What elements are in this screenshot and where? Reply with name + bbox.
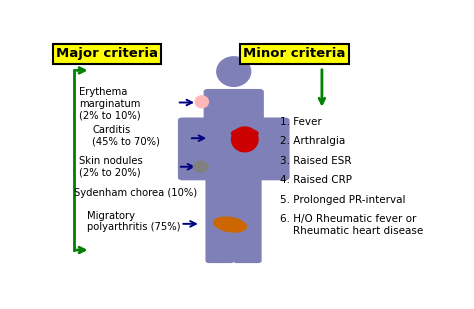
Ellipse shape <box>231 126 259 152</box>
Text: Sydenham chorea (10%): Sydenham chorea (10%) <box>74 188 197 198</box>
FancyBboxPatch shape <box>205 170 234 263</box>
Text: 5. Prolonged PR-interval: 5. Prolonged PR-interval <box>280 195 405 205</box>
Ellipse shape <box>194 95 209 108</box>
Text: Skin nodules
(2% to 20%): Skin nodules (2% to 20%) <box>80 156 143 178</box>
Text: 2. Arthralgia: 2. Arthralgia <box>280 136 345 146</box>
Text: Minor criteria: Minor criteria <box>243 47 346 60</box>
FancyBboxPatch shape <box>178 117 213 180</box>
Ellipse shape <box>231 129 246 138</box>
Text: Erythema
marginatum
(2% to 10%): Erythema marginatum (2% to 10%) <box>80 87 141 120</box>
Ellipse shape <box>192 161 209 173</box>
Ellipse shape <box>216 56 251 87</box>
Text: Migratory
polyarthritis (75%): Migratory polyarthritis (75%) <box>87 211 180 232</box>
Text: 3. Raised ESR: 3. Raised ESR <box>280 156 351 166</box>
Text: 4. Raised CRP: 4. Raised CRP <box>280 175 352 185</box>
Ellipse shape <box>213 216 247 233</box>
Text: 6. H/O Rheumatic fever or
    Rheumatic heart disease: 6. H/O Rheumatic fever or Rheumatic hear… <box>280 214 423 236</box>
FancyBboxPatch shape <box>233 170 262 263</box>
FancyBboxPatch shape <box>255 117 290 180</box>
Text: 1. Fever: 1. Fever <box>280 117 321 127</box>
Text: Major criteria: Major criteria <box>56 47 158 60</box>
Text: Carditis
(45% to 70%): Carditis (45% to 70%) <box>92 125 160 147</box>
Ellipse shape <box>243 129 259 138</box>
FancyBboxPatch shape <box>204 89 264 178</box>
